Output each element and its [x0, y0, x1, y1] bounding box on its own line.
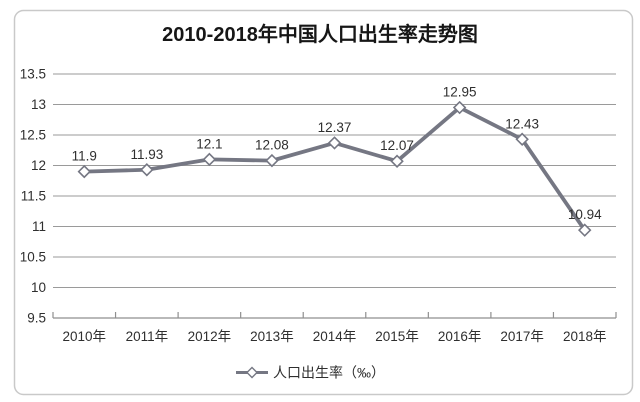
y-tick-label: 11.5 [21, 189, 46, 204]
data-label: 12.95 [443, 85, 477, 100]
data-label: 12.08 [255, 138, 289, 153]
x-axis-labels: 2010年 2011年 2012年 2013年 2014年 2015年 2016年 2017年… [63, 329, 607, 344]
data-point-marker [140, 163, 154, 177]
data-point-marker [327, 136, 342, 150]
data-point-marker [452, 100, 467, 115]
legend-diamond-icon [246, 366, 258, 379]
data-point-marker [515, 132, 529, 147]
data-point-marker [202, 152, 217, 167]
legend: 人口出生率（‰） [236, 365, 385, 381]
data-point-markers [77, 100, 592, 237]
chart-title: 2010-2018年中国人口出生率走势图 [162, 22, 478, 46]
data-label: 11.9 [72, 149, 97, 164]
y-tick-label: 11 [32, 219, 46, 234]
data-point-marker [77, 164, 92, 179]
y-tick-label: 10 [31, 280, 46, 295]
data-point-marker [390, 154, 404, 168]
data-label: 12.07 [380, 138, 414, 153]
x-tick-label: 2013年 [250, 329, 294, 344]
data-labels: 11.9 11.93 12.1 12.08 12.37 12.07 12.95 12.43 10… [72, 85, 602, 223]
data-point-marker [265, 153, 279, 168]
y-axis-labels: 9.5 10 10.5 11 11.5 12 12.5 13 13.5 [20, 67, 46, 326]
x-tick-label: 2011年 [126, 329, 169, 344]
x-tick-label: 2010年 [63, 329, 107, 344]
x-tick-label: 2014年 [313, 329, 357, 344]
x-axis [52, 312, 617, 319]
x-tick-label: 2016年 [438, 329, 482, 344]
legend-label: 人口出生率（‰） [273, 365, 385, 381]
data-label: 10.94 [568, 207, 602, 222]
data-point-marker [577, 223, 592, 237]
y-tick-label: 13 [31, 97, 46, 112]
chart-frame-border [13, 9, 634, 396]
x-tick-label: 2018年 [563, 329, 607, 344]
data-label: 12.37 [318, 120, 352, 135]
data-label: 12.43 [505, 116, 539, 131]
data-label: 12.1 [196, 136, 222, 151]
x-tick-label: 2015年 [375, 329, 419, 344]
y-tick-label: 10.5 [20, 250, 46, 265]
x-tick-label: 2012年 [188, 329, 232, 344]
data-label: 11.93 [130, 147, 163, 162]
y-tick-label: 12.5 [20, 128, 46, 143]
y-tick-label: 9.5 [27, 311, 46, 326]
x-tick-label: 2017年 [500, 329, 544, 344]
y-tick-label: 12 [31, 158, 46, 173]
y-tick-label: 13.5 [20, 67, 46, 82]
gridlines [53, 73, 616, 288]
